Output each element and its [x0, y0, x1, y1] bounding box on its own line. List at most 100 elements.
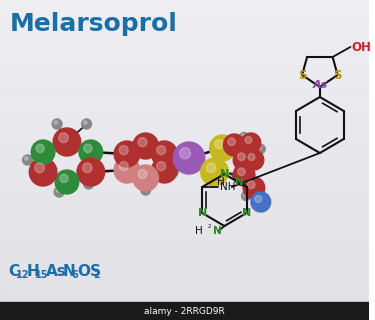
Bar — [0, 186, 369, 189]
Circle shape — [240, 132, 249, 141]
Text: N: N — [63, 265, 76, 279]
Bar — [0, 298, 369, 301]
Bar — [0, 163, 369, 166]
Circle shape — [157, 162, 166, 171]
Bar — [0, 205, 369, 208]
Bar — [0, 189, 369, 192]
Bar — [0, 13, 369, 16]
Text: N: N — [220, 169, 229, 179]
Bar — [0, 157, 369, 160]
Bar — [0, 32, 369, 35]
Bar — [0, 58, 369, 61]
Bar — [0, 16, 369, 19]
Bar — [0, 173, 369, 176]
Circle shape — [84, 144, 92, 153]
Bar — [0, 93, 369, 96]
Bar — [0, 301, 369, 304]
Circle shape — [206, 163, 216, 173]
Text: N: N — [198, 208, 207, 218]
Circle shape — [53, 128, 81, 156]
Bar — [0, 154, 369, 157]
Circle shape — [60, 174, 68, 183]
Bar — [0, 288, 369, 291]
Bar — [0, 282, 369, 285]
Circle shape — [152, 157, 177, 183]
Circle shape — [248, 154, 255, 161]
Circle shape — [138, 138, 147, 147]
Text: OH: OH — [351, 41, 371, 53]
Text: $_2$: $_2$ — [229, 173, 234, 182]
Bar — [0, 250, 369, 253]
Bar — [0, 118, 369, 122]
Text: OS: OS — [77, 265, 101, 279]
Bar — [0, 61, 369, 64]
Bar — [0, 214, 369, 218]
Text: 2: 2 — [93, 270, 100, 280]
Circle shape — [245, 137, 252, 143]
Bar — [0, 208, 369, 211]
Circle shape — [84, 179, 93, 189]
Bar — [0, 64, 369, 67]
Bar — [0, 150, 369, 154]
Circle shape — [77, 158, 105, 186]
Text: S: S — [333, 68, 342, 82]
Bar — [0, 147, 369, 150]
Circle shape — [114, 157, 140, 183]
Bar — [0, 86, 369, 90]
Bar — [0, 160, 369, 163]
Bar — [0, 224, 369, 227]
Circle shape — [256, 145, 265, 154]
Circle shape — [31, 140, 55, 164]
Text: H: H — [217, 177, 225, 187]
Bar — [0, 131, 369, 134]
Bar — [0, 96, 369, 99]
Bar — [0, 99, 369, 102]
Circle shape — [138, 170, 147, 179]
Bar — [0, 0, 369, 3]
Bar — [0, 115, 369, 118]
Bar — [0, 198, 369, 202]
Circle shape — [133, 165, 159, 191]
Circle shape — [242, 191, 250, 201]
Circle shape — [210, 135, 235, 161]
Bar — [0, 106, 369, 109]
Circle shape — [79, 140, 103, 164]
Text: alamy - 2RRGD9R: alamy - 2RRGD9R — [144, 307, 224, 316]
Text: As: As — [312, 80, 327, 90]
Text: As: As — [46, 265, 67, 279]
Circle shape — [252, 156, 260, 164]
Circle shape — [255, 196, 262, 203]
Bar — [0, 259, 369, 262]
Circle shape — [251, 192, 271, 212]
Circle shape — [114, 141, 140, 167]
Circle shape — [58, 133, 68, 143]
Bar — [0, 77, 369, 80]
Bar — [0, 112, 369, 115]
Text: Melarsoprol: Melarsoprol — [10, 12, 178, 36]
Circle shape — [242, 134, 244, 137]
Bar — [0, 234, 369, 237]
Circle shape — [238, 153, 245, 161]
Bar — [0, 294, 369, 298]
Circle shape — [168, 167, 178, 177]
Bar — [0, 128, 369, 131]
Text: 15: 15 — [35, 270, 49, 280]
Bar — [0, 192, 369, 195]
Circle shape — [141, 185, 151, 195]
Circle shape — [25, 157, 28, 160]
Bar — [0, 285, 369, 288]
Circle shape — [173, 142, 205, 174]
Circle shape — [253, 157, 257, 160]
Text: N: N — [213, 226, 221, 236]
Text: H: H — [27, 265, 40, 279]
Bar — [0, 19, 369, 22]
Circle shape — [241, 133, 261, 153]
Bar — [0, 302, 369, 320]
Bar — [0, 35, 369, 38]
Circle shape — [55, 170, 79, 194]
Bar — [0, 122, 369, 125]
Bar — [0, 307, 369, 310]
Bar — [0, 144, 369, 147]
Bar — [0, 202, 369, 205]
Text: N: N — [242, 208, 251, 218]
